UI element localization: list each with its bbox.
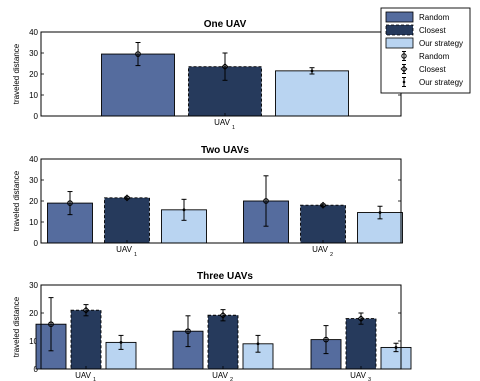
panel-2-series-1-point-1-marker <box>219 311 227 319</box>
y-tick-label: 10 <box>29 218 38 227</box>
panel-2-series-0-point-1-marker <box>185 328 191 335</box>
panel-2-series-0-point-2-marker <box>323 336 329 343</box>
panel-0-series-2-point-0-marker <box>310 69 314 73</box>
legend-swatch-our_strategy <box>385 37 414 49</box>
legend-marker-circle <box>401 53 407 59</box>
panel-0-bar-our_strategy-0 <box>275 70 349 117</box>
panel-1-bar-closest-0 <box>104 197 150 244</box>
y-tick-label: 30 <box>29 281 38 290</box>
x-tick-label-subscript: 1 <box>93 377 96 381</box>
y-tick-label: 0 <box>34 365 39 374</box>
panel-1-series-2-point-0-marker <box>182 208 186 212</box>
y-axis-label: traveled distance <box>12 43 21 104</box>
y-tick-label: 40 <box>29 28 38 37</box>
y-tick-label: 0 <box>34 239 39 248</box>
panel-1-series-1-point-0-marker <box>123 194 131 202</box>
panel-1-series-0-point-1-marker <box>263 198 269 204</box>
chart-title: Three UAVs <box>197 271 253 282</box>
panel-2-series-0-point-0-marker <box>48 321 54 328</box>
legend-swatch-random <box>385 11 414 23</box>
x-tick-label: UAV <box>212 371 229 380</box>
panel-0-series-1-point-0-marker <box>221 63 229 71</box>
x-tick-label: UAV <box>75 371 92 380</box>
legend-label-random: Random <box>419 13 450 22</box>
panel-2-series-2-point-1-marker <box>256 342 260 346</box>
panel-0-series-0-point-0-marker <box>135 51 141 57</box>
plot-frame <box>40 284 402 370</box>
y-axis-label: traveled distance <box>12 170 21 231</box>
panel-2-bar-closest-0 <box>70 309 102 370</box>
x-tick-label: UAV <box>116 245 133 254</box>
y-axis-label: traveled distance <box>12 296 21 357</box>
y-tick-label: 30 <box>29 49 38 58</box>
x-tick-label-subscript: 2 <box>330 252 333 258</box>
panel-1-series-1-point-1-marker <box>319 201 327 209</box>
x-tick-label: UAV <box>214 118 231 127</box>
y-tick-label: 20 <box>29 70 38 79</box>
plot-frame <box>40 158 402 244</box>
x-tick-label-subscript: 2 <box>230 377 233 381</box>
y-tick-label: 10 <box>29 91 38 100</box>
x-tick-label-subscript: 1 <box>232 125 235 131</box>
legend-label-our_strategy: Our strategy <box>419 39 463 48</box>
chart-title: One UAV <box>204 19 247 30</box>
legend-swatch-closest <box>385 24 414 36</box>
panel-2-bar-closest-1 <box>207 314 239 370</box>
x-tick-label-subscript: 3 <box>368 377 371 381</box>
legend-label-errorbar-our_strategy: Our strategy <box>419 78 463 87</box>
x-tick-label: UAV <box>312 245 329 254</box>
y-tick-label: 20 <box>29 197 38 206</box>
panel-2-series-1-point-2-marker <box>357 315 365 323</box>
y-tick-label: 0 <box>34 112 39 121</box>
legend-label-errorbar-closest: Closest <box>419 65 446 74</box>
y-tick-label: 10 <box>29 337 38 346</box>
panel-2-series-2-point-0-marker <box>119 341 123 344</box>
panel-1-bar-closest-1 <box>300 204 346 244</box>
panel-1-series-2-point-1-marker <box>378 211 382 214</box>
panel-1-series-0-point-0-marker <box>67 200 73 206</box>
y-tick-label: 20 <box>29 309 38 318</box>
legend-marker-diamond <box>400 65 408 73</box>
panel-2-series-1-point-0-marker <box>82 306 90 314</box>
y-tick-label: 40 <box>29 155 38 164</box>
y-tick-label: 30 <box>29 176 38 185</box>
x-tick-label-subscript: 1 <box>134 252 137 258</box>
chart-title: Two UAVs <box>201 145 249 156</box>
panel-2-bar-closest-2 <box>345 318 377 370</box>
legend: Random Closest Our strategy Random Closest Ou… <box>380 7 471 94</box>
panel-2-series-2-point-2-marker <box>394 346 398 349</box>
legend-label-closest: Closest <box>419 26 446 35</box>
x-tick-label: UAV <box>350 371 367 380</box>
legend-label-errorbar-random: Random <box>419 52 450 61</box>
legend-marker-dot <box>402 80 406 84</box>
